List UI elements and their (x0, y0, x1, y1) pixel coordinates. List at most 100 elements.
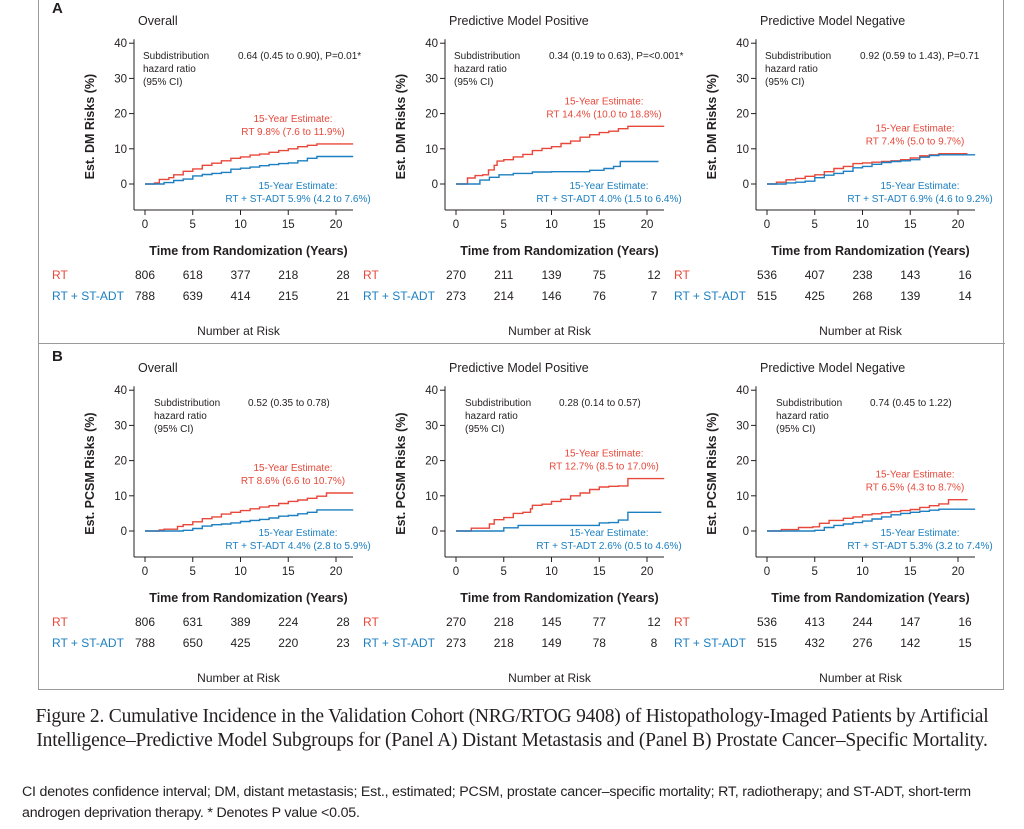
risk-count: 650 (183, 636, 203, 650)
x-tick-label: 5 (501, 219, 507, 231)
risk-count: 224 (278, 615, 298, 629)
estimate-st-adt-heading: 15-Year Estimate: (569, 528, 648, 539)
risk-count: 276 (852, 636, 872, 650)
x-tick-label: 0 (142, 566, 148, 578)
x-axis-label: Time from Randomization (Years) (149, 591, 347, 605)
y-tick-label: 40 (425, 385, 438, 397)
x-tick-label: 10 (234, 566, 247, 578)
hazard-ratio-label: Subdistribution (765, 51, 831, 62)
chart-title: Overall (138, 361, 178, 375)
series-line-rt (767, 153, 968, 185)
y-axis-label: Est. DM Risks (%) (394, 74, 408, 180)
risk-count: 215 (278, 289, 298, 303)
y-tick-label: 0 (121, 526, 127, 538)
x-tick-label: 0 (453, 566, 459, 578)
figure-caption-note: CI denotes confidence interval; DM, dist… (22, 784, 971, 821)
hazard-ratio-label: (95% CI) (143, 77, 182, 88)
estimate-st-adt-heading: 15-Year Estimate: (258, 181, 337, 192)
risk-count: 515 (757, 289, 777, 303)
hazard-ratio-label: (95% CI) (454, 77, 493, 88)
x-tick-label: 5 (501, 566, 507, 578)
y-tick-label: 10 (425, 491, 438, 503)
risk-count: 77 (593, 615, 607, 629)
series-line-rt (456, 125, 665, 185)
y-tick-label: 30 (736, 73, 749, 85)
estimate-st-adt-heading: 15-Year Estimate: (258, 528, 337, 539)
estimate-st-adt-heading: 15-Year Estimate: (880, 181, 959, 192)
estimate-rt-heading: 15-Year Estimate: (253, 114, 332, 125)
y-tick-label: 10 (736, 144, 749, 156)
series-line-rt (456, 477, 665, 532)
estimate-st-adt-value: RT + ST-ADT 5.3% (3.2 to 7.4%) (847, 541, 992, 552)
risk-table-title: Number at Risk (819, 671, 903, 685)
risk-count: 238 (852, 268, 872, 282)
hazard-ratio-label: (95% CI) (465, 424, 504, 435)
risk-count: 14 (958, 289, 972, 303)
risk-table-title: Number at Risk (508, 671, 592, 685)
risk-count: 788 (135, 289, 155, 303)
series-line-rt-st-adt (145, 155, 354, 185)
hazard-ratio-label: hazard ratio (143, 64, 196, 75)
estimate-st-adt-value: RT + ST-ADT 2.6% (0.5 to 4.6%) (536, 541, 681, 552)
hazard-ratio-value: 0.64 (0.45 to 0.90), P=0.01* (238, 51, 361, 62)
y-tick-label: 20 (736, 456, 749, 468)
risk-count: 788 (135, 636, 155, 650)
panel-label-b: B (52, 348, 63, 365)
y-tick-label: 40 (425, 38, 438, 50)
estimate-rt-heading: 15-Year Estimate: (875, 470, 954, 481)
risk-count: 414 (230, 289, 250, 303)
risk-count: 211 (494, 268, 513, 282)
hazard-ratio-label: Subdistribution (154, 398, 220, 409)
x-axis-label: Time from Randomization (Years) (460, 591, 658, 605)
y-tick-label: 10 (114, 144, 127, 156)
risk-count: 28 (336, 615, 350, 629)
risk-count: 28 (336, 268, 350, 282)
risk-table-title: Number at Risk (819, 324, 903, 338)
x-tick-label: 5 (190, 219, 196, 231)
risk-table-title: Number at Risk (197, 671, 281, 685)
risk-row-label-rt-st-adt: RT + ST-ADT (674, 289, 747, 303)
estimate-rt-value: RT 9.8% (7.6 to 11.9%) (241, 127, 344, 138)
figure-frame (38, 0, 1004, 690)
risk-count: 273 (446, 636, 466, 650)
risk-count: 515 (757, 636, 777, 650)
x-tick-label: 15 (904, 566, 917, 578)
risk-row-label-rt-st-adt: RT + ST-ADT (363, 636, 436, 650)
y-tick-label: 40 (736, 385, 749, 397)
estimate-st-adt-heading: 15-Year Estimate: (880, 528, 959, 539)
x-tick-label: 5 (190, 566, 196, 578)
risk-count: 220 (278, 636, 298, 650)
risk-row-label-rt-st-adt: RT + ST-ADT (674, 636, 747, 650)
y-tick-label: 30 (425, 420, 438, 432)
x-tick-label: 15 (593, 219, 606, 231)
y-tick-label: 0 (743, 526, 749, 538)
y-tick-label: 0 (432, 526, 438, 538)
panel-label-a: A (52, 0, 63, 17)
risk-count: 21 (336, 289, 350, 303)
chart-title: Predictive Model Negative (760, 361, 905, 375)
risk-count: 214 (494, 289, 514, 303)
risk-row-label-rt-st-adt: RT + ST-ADT (363, 289, 436, 303)
risk-count: 139 (900, 289, 920, 303)
risk-count: 377 (230, 268, 250, 282)
risk-count: 218 (494, 636, 514, 650)
panel-divider (38, 343, 1005, 344)
charts-canvas: Overall Est. DM Risks (%) 0 10 20 30 40 0 5 10 15 2… (52, 14, 993, 685)
risk-count: 143 (900, 268, 920, 282)
x-tick-label: 10 (545, 219, 558, 231)
x-tick-label: 15 (282, 566, 295, 578)
figure-caption-title: Figure 2. Cumulative Incidence in the Va… (35, 706, 989, 751)
risk-count: 145 (541, 615, 561, 629)
y-tick-label: 40 (114, 385, 127, 397)
risk-count: 16 (958, 268, 972, 282)
risk-count: 76 (593, 289, 607, 303)
y-tick-label: 10 (114, 491, 127, 503)
y-tick-label: 20 (425, 456, 438, 468)
series-line-rt (145, 143, 354, 185)
x-axis-label: Time from Randomization (Years) (460, 244, 658, 258)
risk-count: 639 (183, 289, 203, 303)
x-tick-label: 10 (545, 566, 558, 578)
risk-count: 218 (278, 268, 298, 282)
series-line-rt-st-adt (456, 160, 659, 185)
x-tick-label: 20 (641, 219, 654, 231)
